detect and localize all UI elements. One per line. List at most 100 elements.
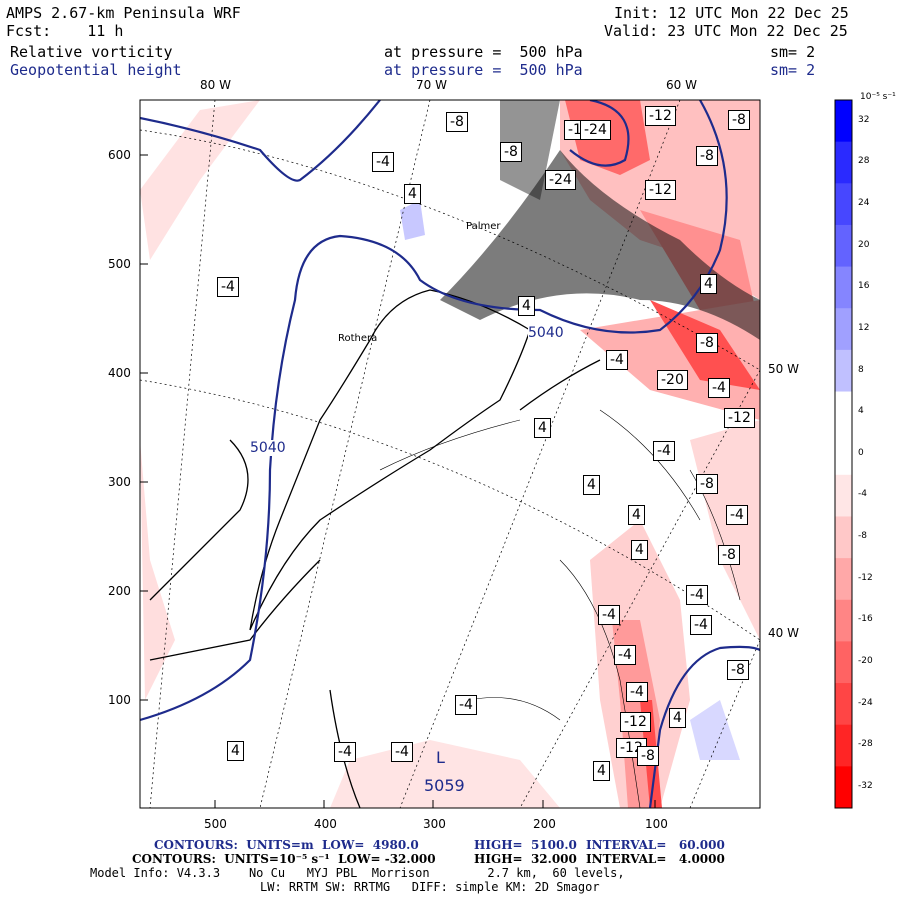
colorbar-swatch	[835, 100, 852, 143]
vorticity-contour-label: 4	[404, 184, 421, 204]
vorticity-contour-label: -8	[718, 545, 740, 565]
colorbar-unit: 10⁻⁵ s⁻¹	[860, 92, 896, 102]
colorbar-tick-label: 28	[858, 156, 870, 167]
footer-vorticity-contours: CONTOURS: UNITS=10⁻⁵ s⁻¹ LOW= -32.000	[132, 852, 436, 866]
geopotential-contours	[140, 100, 760, 808]
height-contour-label: 5040	[528, 325, 564, 341]
vorticity-contour-label: 4	[631, 540, 648, 560]
colorbar-tick-label: 16	[858, 281, 870, 292]
vorticity-contour-label: 4	[534, 418, 551, 438]
colorbar-frame	[834, 99, 853, 809]
vorticity-shading-positive	[690, 700, 740, 760]
colorbar-tick-label: -32	[858, 781, 873, 791]
y-tick-label: 600	[108, 148, 131, 162]
vorticity-contour-label: 4	[593, 761, 610, 781]
lon-label-70w: 70 W	[416, 78, 447, 92]
vorticity-contour-label: -4	[606, 350, 628, 370]
vorticity-contour-label: 4	[227, 741, 244, 761]
colorbar-swatch	[835, 599, 852, 642]
y-tick-label: 200	[108, 584, 131, 598]
colorbar-tick-label: -28	[858, 739, 873, 750]
y-tick-label: 100	[108, 693, 131, 707]
colorbar-swatch	[835, 349, 852, 393]
colorbar-tick-label: 4	[858, 406, 864, 417]
dense-contours	[440, 150, 760, 340]
vorticity-contour-label: -4	[372, 152, 394, 172]
vorticity-contour-label: 4	[628, 505, 645, 525]
colorbar-tick-label: -20	[858, 656, 873, 667]
colorbar-tick-label: 12	[858, 322, 870, 333]
footer-vorticity-high: HIGH= 32.000	[474, 852, 577, 866]
vorticity-contour-label: -4	[334, 742, 356, 762]
colorbar-swatch	[835, 474, 852, 517]
y-tick-label: 400	[108, 366, 131, 380]
vorticity-contour-label: -12	[645, 106, 676, 126]
colorbar-tick-label: -4	[858, 489, 867, 500]
colorbar-swatch	[835, 766, 852, 809]
field2-name: Geopotential height	[10, 61, 182, 79]
init-time: Init: 12 UTC Mon 22 Dec 25	[614, 4, 849, 22]
colorbar-swatch	[835, 516, 852, 559]
footer-height-interval: INTERVAL= 60.000	[586, 838, 725, 852]
vorticity-shading-light	[330, 740, 560, 808]
low-pressure-value: 5059	[424, 776, 465, 795]
y-tick-label: 300	[108, 475, 131, 489]
vorticity-contour-label: -4	[653, 441, 675, 461]
vorticity-contour-label: -4	[626, 682, 648, 702]
vorticity-contours	[379, 409, 741, 808]
colorbar	[834, 99, 853, 809]
vorticity-contour-label: -12	[645, 180, 676, 200]
colorbar-tick-label: 24	[858, 197, 870, 208]
colorbar-tick-label: -16	[858, 614, 873, 625]
vorticity-contour-label: -4	[708, 378, 730, 398]
colorbar-swatch	[835, 266, 852, 309]
plot-frame	[139, 99, 761, 809]
vorticity-contour-label: 4	[669, 708, 686, 728]
colorbar-swatch	[835, 683, 852, 726]
lon-label-60w: 60 W	[666, 78, 697, 92]
colorbar-tick-label: 32	[858, 114, 870, 125]
y-tick-label: 500	[108, 257, 131, 271]
vorticity-shading-light	[140, 440, 175, 700]
x-axis-ticks	[214, 800, 656, 808]
y-axis-ticks	[140, 154, 148, 701]
vorticity-contour-label: -8	[446, 112, 468, 132]
footer-model-info: Model Info: V4.3.3 No Cu MYJ PBL Morriso…	[90, 866, 625, 880]
footer-model-physics: LW: RRTM SW: RRTMG DIFF: simple KM: 2D S…	[260, 880, 600, 894]
field2-level: at pressure = 500 hPa	[384, 61, 583, 79]
place-label-rothera: Rothera	[338, 333, 378, 344]
colorbar-tick-label: -12	[858, 572, 873, 583]
field1-name: Relative vorticity	[10, 43, 173, 61]
vorticity-contour-label: -4	[391, 742, 413, 762]
colorbar-swatch	[835, 308, 852, 351]
x-tick-label: 400	[314, 817, 337, 831]
vorticity-contour-label: -12	[724, 408, 755, 428]
vorticity-contour-label: -8	[727, 660, 749, 680]
vorticity-contour-label: -8	[696, 146, 718, 166]
model-title: AMPS 2.67-km Peninsula WRF	[6, 4, 241, 22]
vorticity-contour-label: -20	[657, 370, 688, 390]
vorticity-contour-label: 4	[700, 274, 717, 294]
field1-smoothing: sm= 2	[770, 43, 816, 61]
vorticity-contour-label: -4	[690, 615, 712, 635]
vorticity-contour-label: 4	[583, 475, 600, 495]
colorbar-tick-label: 20	[858, 239, 870, 250]
vorticity-contour-label: -4	[217, 277, 239, 297]
colorbar-swatch	[835, 724, 852, 767]
vorticity-contour-label: -8	[500, 142, 522, 162]
height-contour-label: 5040	[250, 440, 286, 456]
lon-label-40w: 40 W	[768, 626, 799, 640]
forecast-hour: Fcst: 11 h	[6, 22, 124, 40]
colorbar-swatch	[835, 224, 852, 268]
footer-height-high: HIGH= 5100.0	[474, 838, 577, 852]
colorbar-tick-label: 8	[858, 364, 864, 375]
lon-label-50w: 50 W	[768, 362, 799, 376]
x-tick-label: 500	[204, 817, 227, 831]
colorbar-tick-label: -24	[858, 697, 873, 708]
vorticity-contour-label: 4	[518, 296, 535, 316]
footer-vorticity-interval: INTERVAL= 4.0000	[586, 852, 725, 866]
vorticity-contour-label: -8	[696, 333, 718, 353]
vorticity-contour-label: -4	[598, 605, 620, 625]
colorbar-tick-label: 0	[858, 447, 864, 458]
vorticity-contour-label: -24	[580, 120, 611, 140]
